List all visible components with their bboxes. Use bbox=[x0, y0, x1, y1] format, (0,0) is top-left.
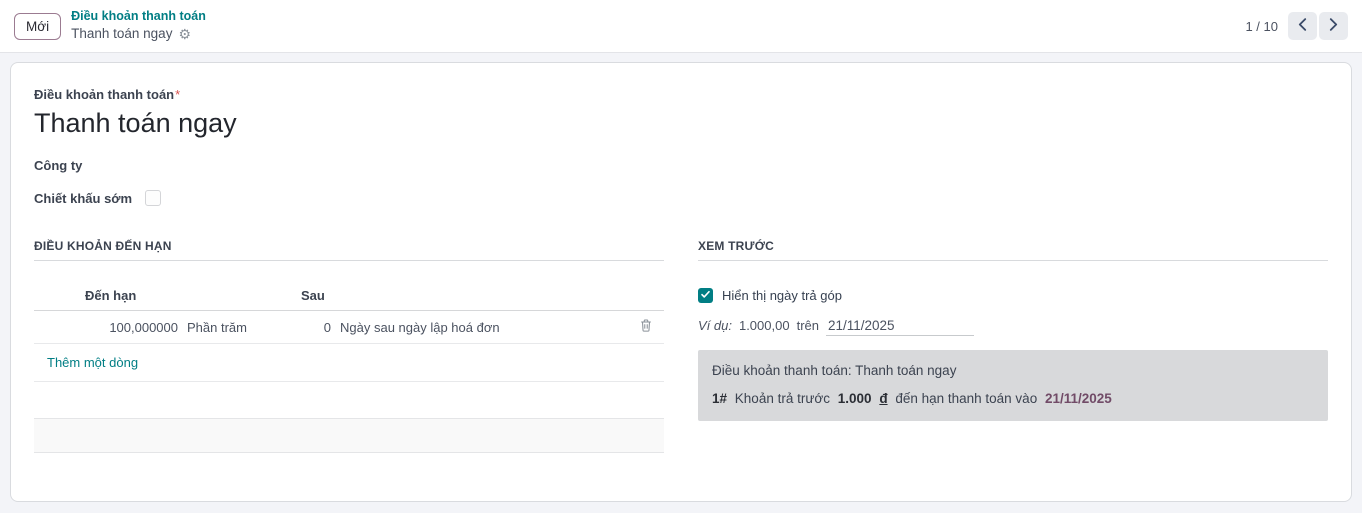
early-discount-field-row: Chiết khấu sớm bbox=[34, 190, 1328, 207]
due-value-type-cell[interactable]: Phần trăm bbox=[187, 319, 247, 335]
breadcrumb-area: Mới Điều khoản thanh toán Thanh toán nga… bbox=[14, 8, 206, 43]
example-label: Ví dụ: bbox=[698, 318, 732, 334]
trash-icon bbox=[639, 318, 653, 336]
installment-amount: 1.000 bbox=[837, 391, 872, 407]
breadcrumb: Điều khoản thanh toán Thanh toán ngay ⚙ bbox=[71, 8, 206, 43]
new-button[interactable]: Mới bbox=[14, 12, 62, 40]
installment-text-before: Khoản trả trước bbox=[734, 391, 830, 407]
add-line-link[interactable]: Thêm một dòng bbox=[47, 355, 139, 371]
preview-section: XEM TRƯỚC Hiển thị ngày trả góp Ví dụ: 1… bbox=[698, 239, 1328, 453]
column-header-due[interactable]: Đến hạn bbox=[85, 288, 137, 304]
checkmark-icon bbox=[700, 288, 711, 303]
due-terms-table-header: Đến hạn Sau bbox=[34, 284, 664, 312]
pager-buttons bbox=[1288, 12, 1348, 40]
control-panel: Mới Điều khoản thanh toán Thanh toán nga… bbox=[0, 0, 1362, 53]
due-terms-section-title: ĐIỀU KHOẢN ĐẾN HẠN bbox=[34, 239, 664, 262]
striped-empty-table-row bbox=[34, 418, 664, 454]
preview-box: Điều khoản thanh toán: Thanh toán ngay 1… bbox=[698, 350, 1328, 422]
example-on-word: trên bbox=[796, 318, 819, 334]
example-date-input[interactable] bbox=[825, 318, 974, 337]
pager: 1 / 10 bbox=[1245, 12, 1348, 40]
installment-text-after: đến hạn thanh toán vào bbox=[895, 391, 1038, 407]
due-terms-table: Đến hạn Sau 100,000000 Phần trăm 0 Ngày … bbox=[34, 284, 664, 454]
company-field-label: Công ty bbox=[34, 158, 83, 174]
delete-row-button[interactable] bbox=[628, 318, 664, 336]
breadcrumb-current: Thanh toán ngay bbox=[71, 26, 173, 42]
empty-table-row bbox=[34, 382, 664, 418]
form-sheet: Điều khoản thanh toán* Thanh toán ngay C… bbox=[10, 62, 1352, 502]
gear-icon[interactable]: ⚙ bbox=[178, 26, 192, 43]
breadcrumb-parent-link[interactable]: Điều khoản thanh toán bbox=[71, 9, 206, 24]
payment-terms-name-input[interactable]: Thanh toán ngay bbox=[34, 108, 237, 138]
preview-summary-line: Điều khoản thanh toán: Thanh toán ngay bbox=[712, 363, 957, 379]
days-cell[interactable]: 0 bbox=[323, 319, 331, 335]
pager-previous-button[interactable] bbox=[1288, 12, 1317, 40]
installment-date: 21/11/2025 bbox=[1044, 391, 1112, 407]
due-value-cell[interactable]: 100,000000 bbox=[109, 319, 178, 335]
due-terms-section: ĐIỀU KHOẢN ĐẾN HẠN Đến hạn Sau 100,00000… bbox=[34, 239, 664, 454]
early-discount-label: Chiết khấu sớm bbox=[34, 190, 133, 206]
preview-section-title: XEM TRƯỚC bbox=[698, 239, 1328, 262]
example-amount: 1.000,00 bbox=[738, 318, 790, 334]
chevron-right-icon bbox=[1329, 18, 1338, 34]
preview-installment-line: 1# Khoản trả trước 1.000 đ đến hạn thanh… bbox=[712, 391, 1314, 406]
early-discount-checkbox[interactable] bbox=[145, 190, 162, 207]
company-field-row: Công ty bbox=[34, 158, 1328, 173]
payment-terms-field-label: Điều khoản thanh toán bbox=[34, 87, 175, 102]
show-installment-dates-checkbox[interactable] bbox=[698, 288, 713, 304]
table-row[interactable]: 100,000000 Phần trăm 0 Ngày sau ngày lập… bbox=[34, 311, 664, 345]
form-columns: ĐIỀU KHOẢN ĐẾN HẠN Đến hạn Sau 100,00000… bbox=[34, 239, 1328, 454]
breadcrumb-current-row: Thanh toán ngay ⚙ bbox=[71, 25, 206, 43]
pager-next-button[interactable] bbox=[1319, 12, 1348, 40]
example-row: Ví dụ: 1.000,00 trên bbox=[698, 318, 1328, 337]
required-asterisk: * bbox=[175, 87, 181, 102]
installment-currency: đ bbox=[879, 391, 888, 407]
after-cell[interactable]: Ngày sau ngày lập hoá đơn bbox=[340, 319, 500, 335]
pager-count: 1 / 10 bbox=[1245, 18, 1278, 34]
add-line-row: Thêm một dòng bbox=[34, 344, 664, 383]
show-installment-dates-row: Hiển thị ngày trả góp bbox=[698, 288, 1328, 304]
column-header-after[interactable]: Sau bbox=[301, 288, 325, 304]
show-installment-dates-label: Hiển thị ngày trả góp bbox=[722, 288, 842, 304]
installment-index: 1# bbox=[712, 391, 728, 407]
payment-terms-field-label-row: Điều khoản thanh toán* bbox=[34, 87, 1328, 102]
chevron-left-icon bbox=[1298, 18, 1307, 34]
